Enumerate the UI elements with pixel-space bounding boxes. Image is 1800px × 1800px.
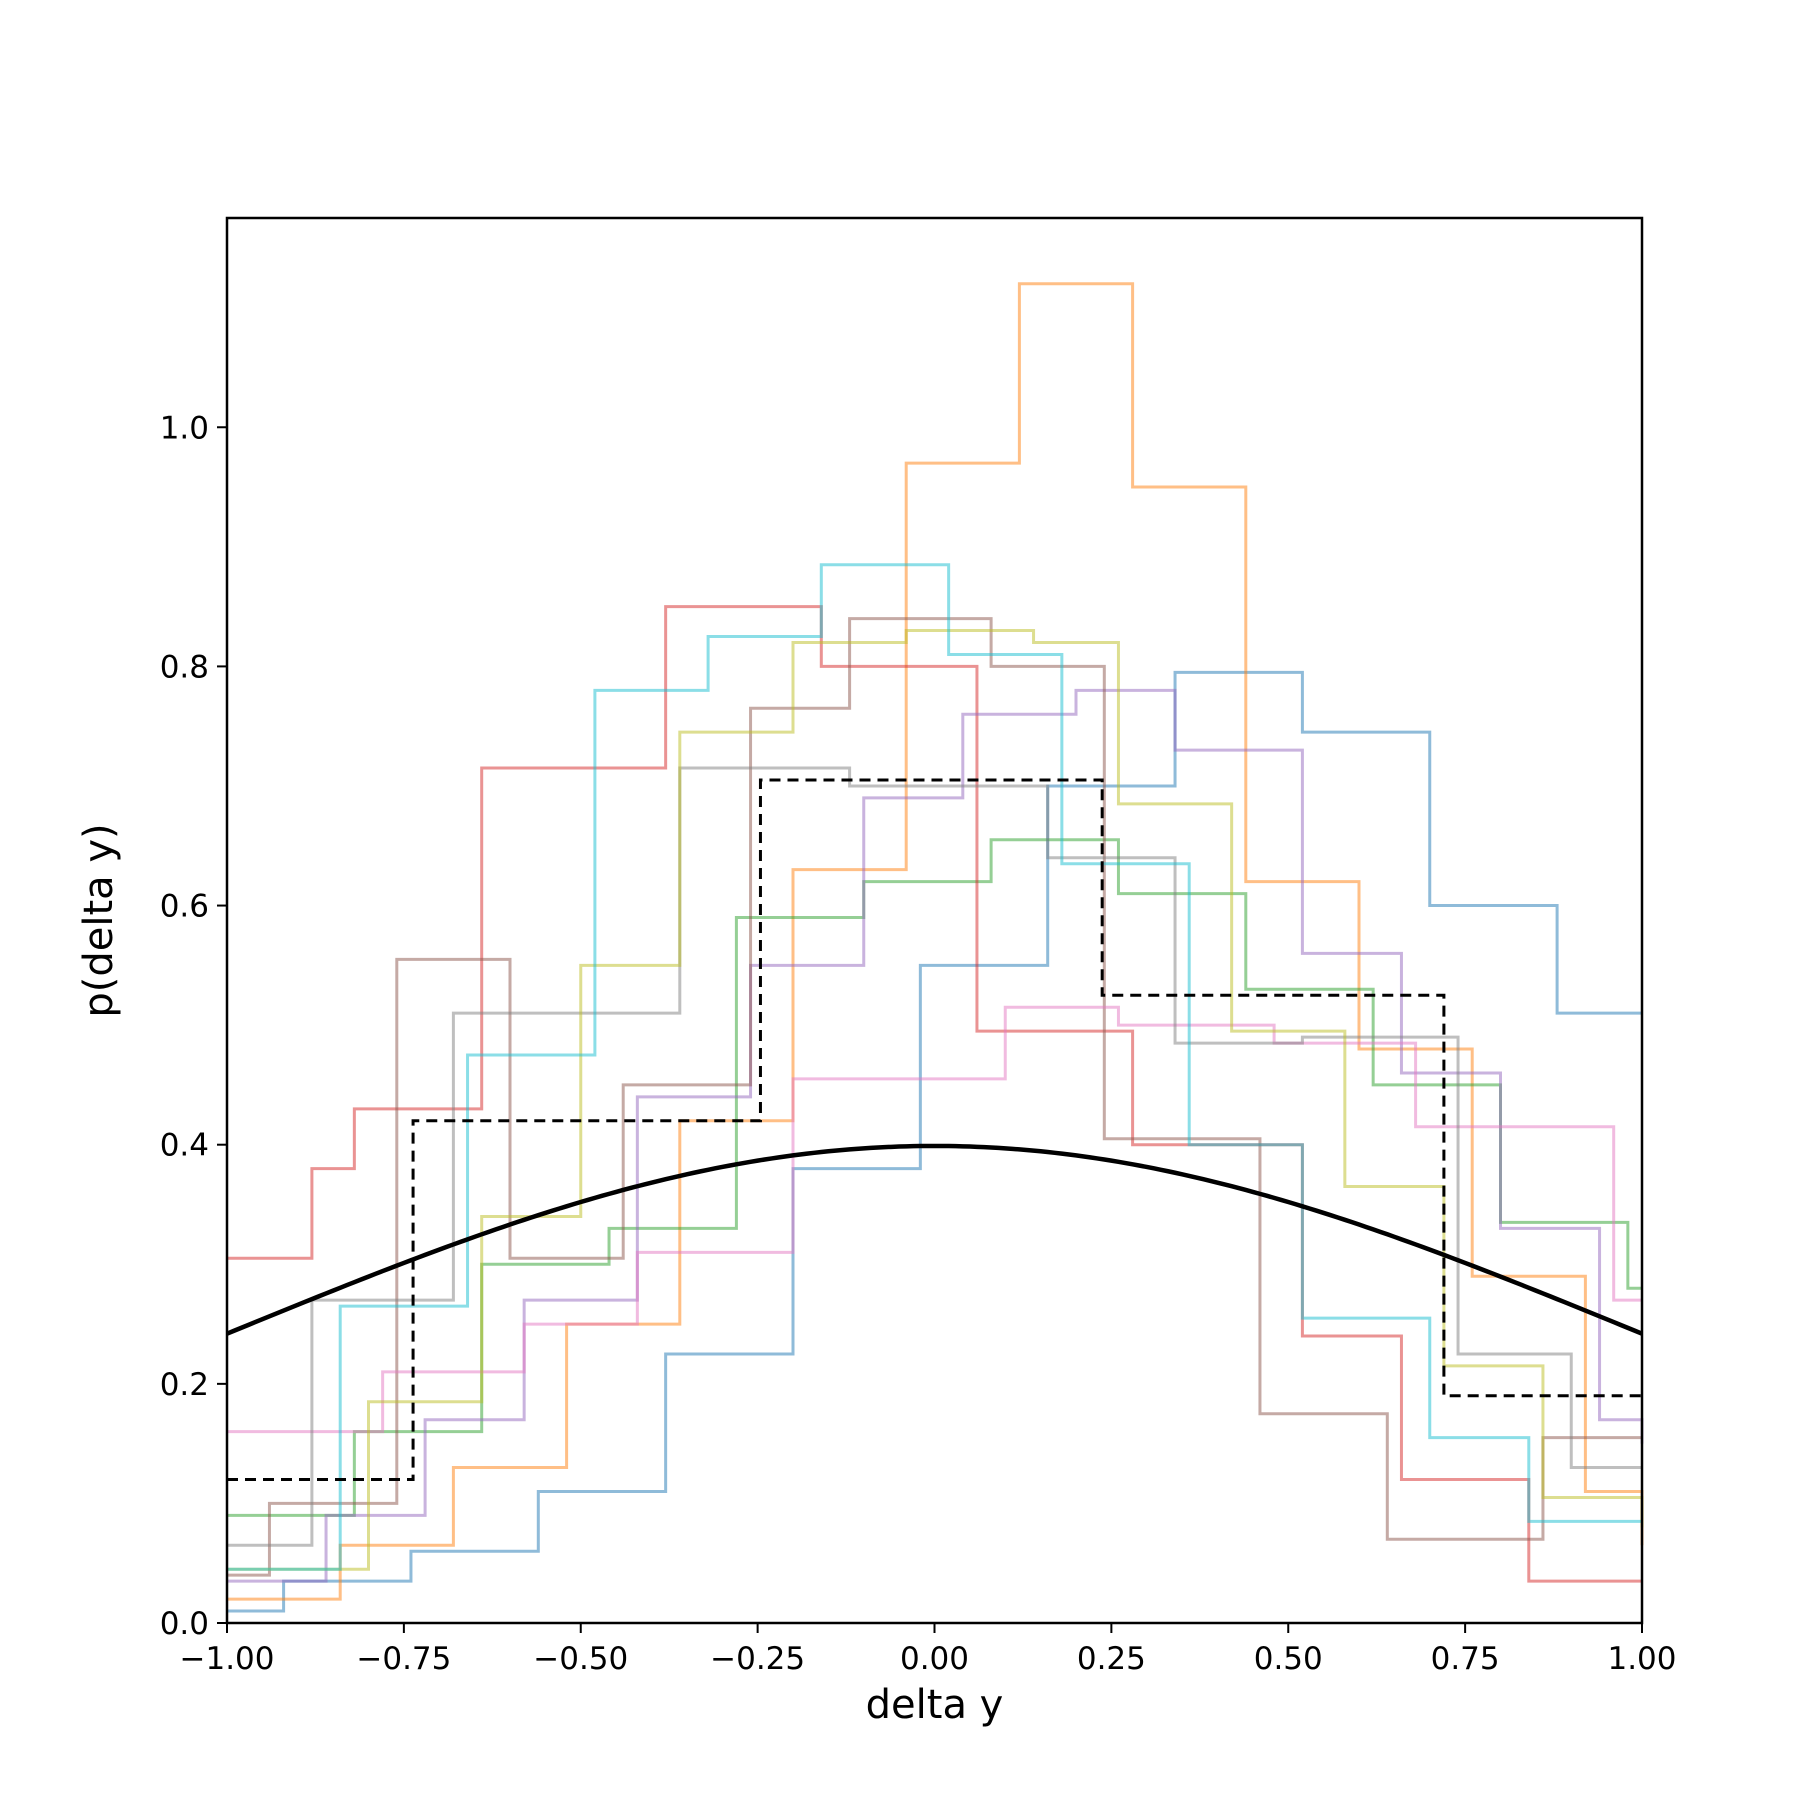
x-tick-label: 0.75	[1431, 1641, 1500, 1677]
x-tick-label: 0.25	[1077, 1641, 1146, 1677]
histogram-6	[227, 617, 1642, 1577]
histogram-layer	[227, 282, 1644, 1613]
x-tick-label: −0.25	[710, 1641, 805, 1677]
histogram-4	[227, 605, 1642, 1583]
reference-histogram-layer	[227, 778, 1642, 1482]
y-tick-label: 0.8	[160, 649, 209, 685]
y-tick-label: 0.0	[160, 1606, 209, 1642]
histogram-5	[227, 688, 1644, 1583]
gaussian-curve	[226, 1143, 1643, 1336]
x-tick-label: −0.50	[533, 1641, 628, 1677]
histogram-2	[227, 282, 1644, 1601]
y-axis-ticks: 0.0 0.2 0.4 0.6 0.8 1.0	[160, 410, 227, 1642]
density-curve-layer	[226, 1143, 1643, 1336]
y-tick-label: 1.0	[160, 410, 209, 446]
y-axis-label: p(delta y)	[76, 823, 122, 1017]
histogram-7	[227, 1005, 1642, 1434]
x-tick-label: 1.00	[1607, 1641, 1676, 1677]
y-tick-label: 0.4	[160, 1128, 209, 1164]
x-tick-label: 0.50	[1254, 1641, 1323, 1677]
x-axis-label: delta y	[866, 1682, 1004, 1728]
x-axis-ticks: −1.00 −0.75 −0.50 −0.25 0.00 0.25 0.50 0.75 1.00	[180, 1623, 1677, 1677]
x-tick-label: −0.75	[356, 1641, 451, 1677]
histogram-9	[227, 629, 1644, 1571]
reference-histogram	[227, 778, 1642, 1482]
x-tick-label: −1.00	[180, 1641, 275, 1677]
x-tick-label: 0.00	[900, 1641, 969, 1677]
y-tick-label: 0.2	[160, 1367, 209, 1403]
histogram-1	[227, 670, 1642, 1613]
histogram-10	[227, 563, 1642, 1571]
histogram-8	[227, 766, 1642, 1547]
y-tick-label: 0.6	[160, 889, 209, 925]
